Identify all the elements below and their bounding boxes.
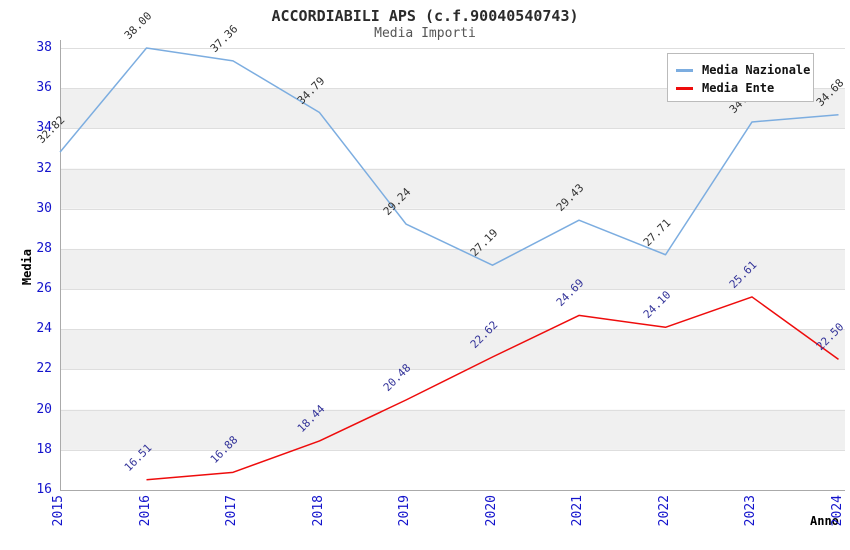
- media-nazionale-line: [59, 47, 839, 266]
- y-tick-label: 16: [36, 482, 52, 497]
- x-tick-label: 2024: [829, 495, 845, 527]
- y-tick-label: 38: [36, 40, 52, 56]
- y-tick-label: 26: [36, 281, 52, 297]
- y-tick-label: 32: [36, 160, 52, 176]
- plot-band: [60, 168, 845, 209]
- chart-title: ACCORDIABILI APS (c.f.90040540743): [271, 7, 579, 25]
- plot-band: [60, 329, 845, 370]
- y-tick-label: 30: [36, 200, 52, 216]
- x-tick-label: 2020: [483, 495, 499, 527]
- plot-band: [60, 409, 845, 450]
- x-tick-label: 2017: [224, 495, 239, 527]
- media-nazionale-line-swatch: [676, 68, 693, 72]
- legend: Media Nazionale Media Ente: [667, 53, 814, 102]
- x-tick-label: 2023: [743, 495, 758, 527]
- y-tick-label: 36: [36, 80, 52, 96]
- legend-label-media-ente: Media Ente: [702, 81, 775, 95]
- media-ente-line-swatch: [676, 86, 693, 90]
- legend-label-media-nazionale: Media Nazionale: [702, 63, 811, 77]
- y-tick-label: 22: [36, 361, 52, 377]
- legend-item-media-ente: Media Ente: [676, 79, 813, 97]
- y-tick-label: 24: [36, 321, 52, 337]
- x-tick-label: 2018: [310, 495, 326, 527]
- x-tick-label: 2022: [656, 495, 672, 527]
- y-tick-label: 20: [36, 401, 52, 417]
- legend-item-media-nazionale: Media Nazionale: [676, 61, 813, 79]
- x-tick-label: 2016: [137, 495, 153, 527]
- x-tick-label: 2015: [51, 495, 66, 527]
- x-axis-title: Anno: [810, 514, 839, 528]
- y-tick-label: 28: [36, 240, 52, 256]
- x-tick-label: 2019: [397, 495, 412, 527]
- media-ente-line: [146, 296, 839, 481]
- chart-subtitle: Media Importi: [374, 26, 476, 41]
- plot-band: [60, 248, 845, 290]
- y-tick-label: 18: [36, 441, 52, 457]
- y-tick-label: 34: [36, 120, 52, 136]
- x-tick-label: 2021: [570, 495, 585, 527]
